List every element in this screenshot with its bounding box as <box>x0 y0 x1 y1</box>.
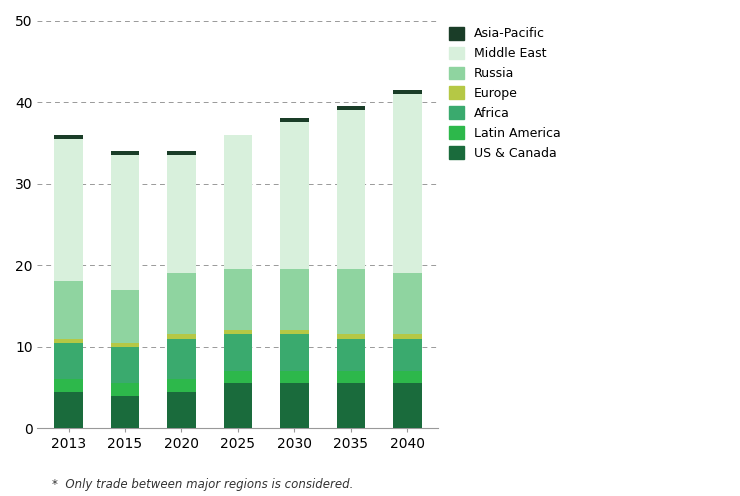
Bar <box>280 119 309 123</box>
Bar <box>280 383 309 428</box>
Bar <box>55 281 83 338</box>
Bar <box>337 269 365 334</box>
Bar <box>55 343 83 379</box>
Bar <box>337 106 365 110</box>
Bar <box>167 391 195 428</box>
Bar <box>224 371 252 383</box>
Bar <box>111 383 139 396</box>
Bar <box>393 94 422 273</box>
Bar <box>280 123 309 269</box>
Bar <box>167 334 195 338</box>
Bar <box>280 330 309 334</box>
Bar <box>167 273 195 334</box>
Bar <box>393 371 422 383</box>
Bar <box>111 343 139 347</box>
Bar <box>337 371 365 383</box>
Text: *  Only trade between major regions is considered.: * Only trade between major regions is co… <box>52 478 353 491</box>
Bar <box>111 151 139 155</box>
Bar <box>224 383 252 428</box>
Bar <box>55 391 83 428</box>
Bar <box>280 334 309 371</box>
Bar <box>111 290 139 343</box>
Bar <box>111 155 139 290</box>
Bar <box>393 383 422 428</box>
Bar <box>224 269 252 330</box>
Bar <box>393 90 422 94</box>
Bar <box>280 371 309 383</box>
Bar <box>167 151 195 155</box>
Bar <box>167 338 195 379</box>
Bar <box>167 379 195 391</box>
Legend: Asia-Pacific, Middle East, Russia, Europe, Africa, Latin America, US & Canada: Asia-Pacific, Middle East, Russia, Europ… <box>448 27 560 160</box>
Bar <box>224 334 252 371</box>
Bar <box>55 139 83 281</box>
Bar <box>337 383 365 428</box>
Bar <box>55 134 83 139</box>
Bar <box>111 347 139 383</box>
Bar <box>393 273 422 334</box>
Bar <box>337 110 365 269</box>
Bar <box>393 334 422 338</box>
Bar <box>393 338 422 371</box>
Bar <box>337 338 365 371</box>
Bar <box>55 338 83 343</box>
Bar <box>224 330 252 334</box>
Bar <box>224 134 252 269</box>
Bar <box>167 155 195 273</box>
Bar <box>111 396 139 428</box>
Bar <box>280 269 309 330</box>
Bar <box>337 334 365 338</box>
Bar <box>55 379 83 391</box>
